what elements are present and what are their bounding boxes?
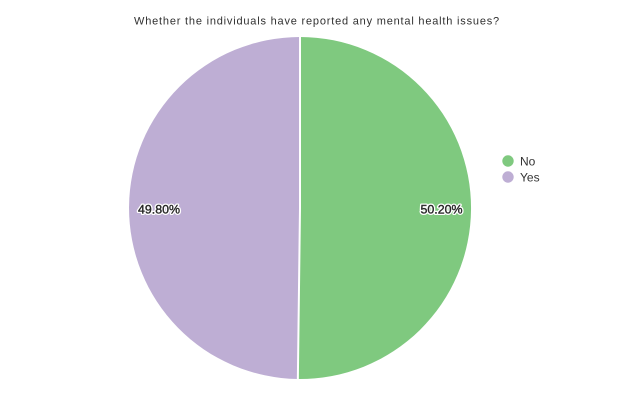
svg-text:No: No: [520, 154, 536, 168]
svg-text:50.20%: 50.20%: [420, 203, 462, 217]
svg-text:Whether the individuals have r: Whether the individuals have reported an…: [134, 16, 500, 28]
svg-text:49.80%: 49.80%: [138, 203, 180, 217]
svg-text:Yes: Yes: [520, 170, 540, 184]
svg-text:50.20%: 50.20%: [420, 203, 462, 217]
svg-text:49.80%: 49.80%: [138, 203, 180, 217]
